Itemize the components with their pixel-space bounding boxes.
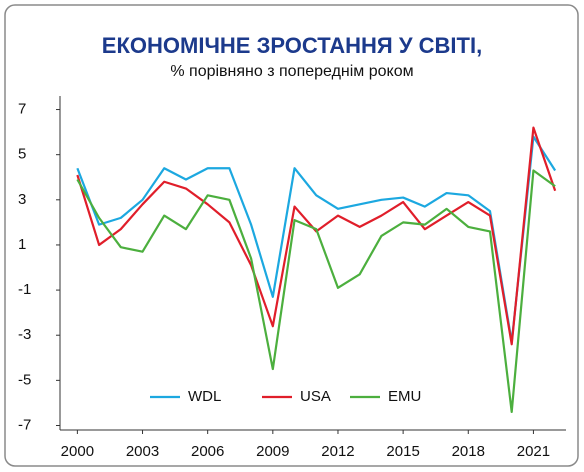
y-tick-label: 1: [18, 236, 26, 253]
x-tick-label: 2012: [321, 443, 354, 460]
legend-label: WDL: [188, 388, 221, 405]
y-tick-label: -7: [18, 416, 31, 433]
chart-title: ЕКОНОМІЧНЕ ЗРОСТАННЯ У СВІТІ,: [102, 33, 482, 58]
x-tick-label: 2009: [256, 443, 289, 460]
y-tick-label: 7: [18, 101, 26, 118]
y-tick-label: 3: [18, 191, 26, 208]
legend-label: EMU: [388, 388, 421, 405]
chart-subtitle: % порівняно з попереднім роком: [170, 63, 413, 80]
y-tick-label: 5: [18, 146, 26, 163]
x-tick-label: 2006: [191, 443, 224, 460]
series-line: [76, 135, 557, 344]
x-tick-label: 2018: [452, 443, 485, 460]
x-tick-label: 2003: [126, 443, 159, 460]
y-tick-label: -3: [18, 326, 31, 343]
legend-label: USA: [300, 388, 331, 405]
x-tick-label: 2021: [517, 443, 550, 460]
series-line: [76, 169, 556, 414]
y-tick-label: -1: [18, 281, 31, 298]
x-tick-label: 2000: [61, 443, 94, 460]
x-tick-label: 2015: [386, 443, 419, 460]
y-tick-label: -5: [18, 371, 31, 388]
